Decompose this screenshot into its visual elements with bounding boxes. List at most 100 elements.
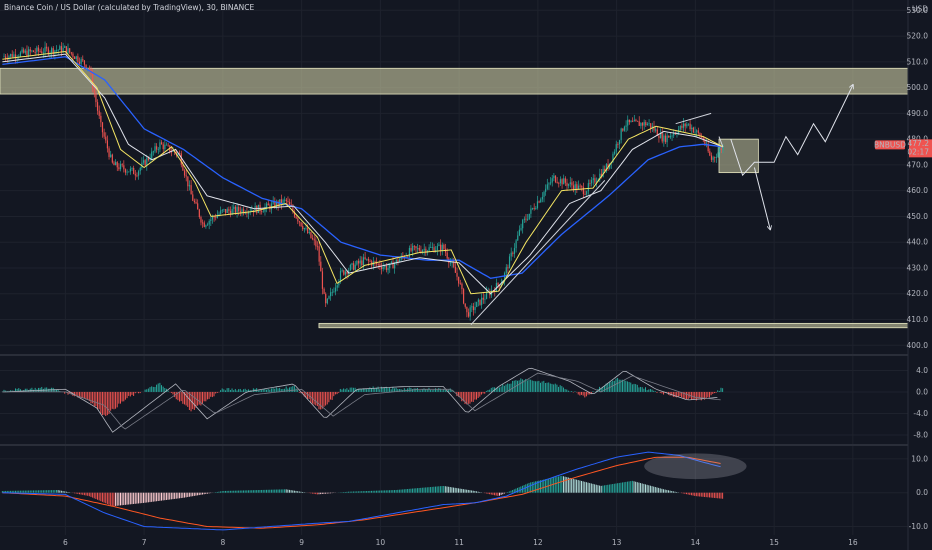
osc-tick-0: 4.0 [916, 366, 928, 375]
candle-body [476, 301, 478, 308]
candle-body [251, 210, 253, 212]
time-tick-8: 14 [691, 538, 701, 547]
drawings[interactable] [470, 85, 853, 325]
candle-body [211, 216, 214, 220]
currency-label: USD [912, 5, 928, 14]
candle-body [44, 46, 46, 53]
chart-title: Binance Coin / US Dollar (calculated by … [4, 3, 255, 12]
candle-body [192, 194, 194, 201]
candle-body [636, 120, 639, 122]
candle-body [24, 50, 26, 53]
zone-1[interactable] [318, 322, 909, 329]
candle-body [60, 46, 63, 53]
candle-body [98, 110, 100, 116]
candle-body [527, 219, 529, 220]
candle-body [517, 235, 519, 241]
candle-body [387, 268, 389, 271]
candle-body [14, 54, 17, 59]
projection-down-arrow[interactable] [753, 167, 770, 230]
candle-body [72, 53, 74, 57]
candle-body [674, 133, 676, 135]
candle-body [293, 211, 296, 217]
candle-body [247, 211, 250, 214]
candle-body [604, 168, 606, 172]
trendline-0[interactable] [470, 180, 606, 325]
candle-body [710, 155, 713, 160]
candle-body [118, 167, 120, 170]
candle-body [587, 183, 589, 192]
candle-body [229, 210, 232, 215]
candle-body [520, 228, 522, 230]
price-tick-0: 530.0 [907, 6, 929, 15]
candle-body [576, 184, 578, 190]
candle-body [78, 61, 81, 64]
candle-body [717, 152, 719, 157]
candle-body [658, 135, 660, 139]
candle-body [144, 160, 146, 166]
candle-body [228, 209, 230, 211]
candle-body [341, 270, 343, 272]
candle-body [333, 291, 335, 293]
time-tick-9: 15 [769, 538, 779, 547]
candle-body [632, 121, 634, 122]
candle-body [522, 219, 524, 229]
candle-body [236, 207, 238, 213]
candle-body [32, 50, 35, 52]
candle-body [630, 121, 632, 123]
zone-2[interactable] [718, 138, 759, 174]
candle-body [95, 93, 97, 103]
candle-body [105, 136, 107, 141]
candle-body [325, 293, 327, 304]
candle-body [124, 169, 127, 173]
candle-body [275, 201, 278, 208]
candle-body [656, 129, 658, 136]
last-price-badge[interactable] [909, 139, 932, 158]
candle-body [655, 129, 657, 131]
trendline-2[interactable] [718, 136, 724, 148]
candle-body [574, 184, 576, 190]
candle-body [351, 263, 353, 265]
candle-body [651, 126, 653, 129]
candle-body [380, 266, 383, 270]
candle-body [689, 123, 691, 130]
symbol-badge[interactable] [875, 140, 905, 150]
zone-0[interactable] [0, 67, 909, 95]
candle-body [254, 206, 256, 213]
candle-body [394, 263, 396, 269]
candle-body [128, 171, 130, 173]
candle-body [334, 287, 337, 292]
candle-body [595, 181, 598, 183]
candle-body [420, 250, 422, 253]
candle-body [57, 49, 59, 51]
candle-body [100, 115, 102, 123]
trendline-1[interactable] [675, 112, 712, 125]
candle-body [208, 220, 210, 225]
candle-body [353, 263, 355, 270]
candle-body [451, 262, 453, 264]
candle-body [709, 151, 711, 156]
osc-line-b [2, 372, 721, 430]
candle-body [474, 307, 476, 311]
projection-up-arrow[interactable] [730, 85, 853, 177]
candle-body [282, 199, 284, 204]
candle-body [311, 238, 314, 240]
candle-body [609, 163, 611, 169]
time-axis[interactable]: 6 7 8 9 10 11 12 13 14 15 16 [63, 538, 858, 547]
candle-body [518, 229, 521, 236]
candle-body [323, 288, 325, 294]
candle-body [233, 206, 235, 210]
candle-body [582, 187, 585, 194]
candle-body [407, 256, 409, 258]
candle-body [691, 127, 693, 130]
candle-body [430, 247, 432, 249]
candle-body [198, 209, 200, 218]
candle-body [456, 272, 458, 277]
highlight-ellipse[interactable] [644, 453, 747, 480]
candle-body [477, 299, 479, 302]
candle-body [458, 276, 460, 284]
pane-separators[interactable] [0, 0, 909, 550]
candle-body [510, 252, 512, 257]
candle-body [330, 292, 332, 297]
